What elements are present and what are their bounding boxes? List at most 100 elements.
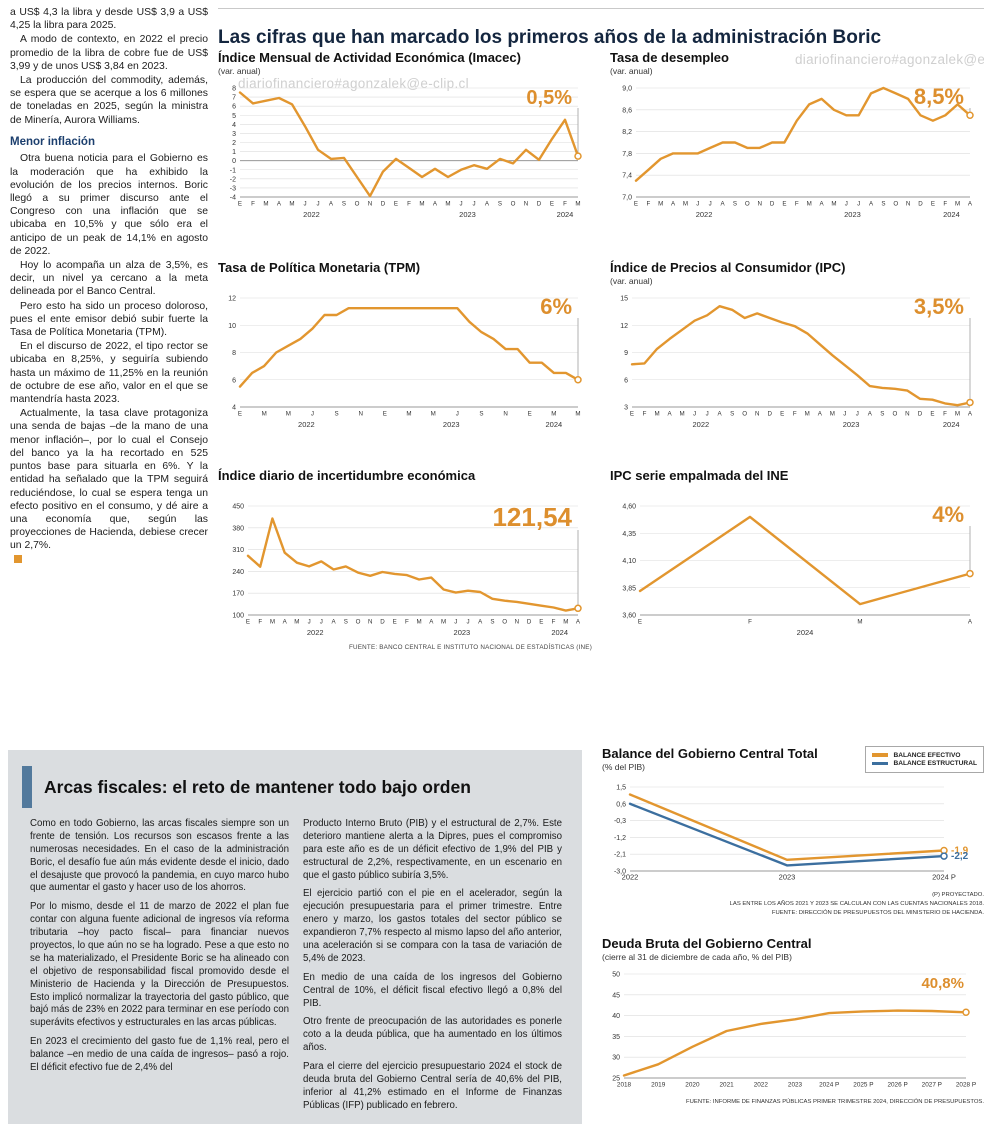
svg-text:J: J (709, 201, 712, 208)
svg-text:M: M (270, 619, 275, 626)
svg-text:J: J (845, 201, 848, 208)
svg-text:100: 100 (232, 613, 244, 620)
svg-text:F: F (552, 619, 556, 626)
svg-text:2024: 2024 (546, 420, 563, 429)
svg-text:M: M (955, 201, 960, 208)
svg-text:A: A (869, 201, 874, 208)
paragraph: En 2023 el crecimiento del gasto fue de … (30, 1036, 289, 1074)
chart-imacec: Índice Mensual de Actividad Económica (I… (218, 50, 592, 223)
svg-text:A: A (478, 619, 483, 626)
legend-swatch-blue (872, 761, 889, 766)
chart-plot: 9,0 8,6 8,2 7,8 7,4 7,0 E F M A M J J A S O N D E F M A M J J A S O… (610, 78, 984, 223)
article-left-column: a US$ 4,3 la libra y desde US$ 3,9 a US$… (10, 6, 208, 567)
fiscal-column-2: Producto Interno Bruto (PIB) y el estruc… (303, 818, 562, 1119)
svg-text:9,0: 9,0 (622, 86, 632, 93)
svg-text:3: 3 (624, 405, 628, 412)
svg-text:F: F (258, 619, 262, 626)
svg-text:O: O (745, 201, 750, 208)
svg-text:N: N (757, 201, 761, 208)
chart-subtitle (218, 484, 592, 494)
svg-text:2022: 2022 (622, 872, 639, 881)
paragraph: Actualmente, la tasa clave protagoniza u… (10, 408, 208, 552)
chart-title: Deuda Bruta del Gobierno Central (602, 936, 812, 951)
svg-text:2022: 2022 (693, 420, 710, 429)
svg-text:2023: 2023 (459, 210, 476, 219)
paragraph: a US$ 4,3 la libra y desde US$ 3,9 a US$… (10, 7, 208, 32)
article-end-marker-icon (14, 554, 22, 563)
chart-title: IPC serie empalmada del INE (610, 468, 789, 483)
svg-text:380: 380 (232, 525, 244, 532)
svg-text:E: E (238, 201, 242, 208)
svg-text:A: A (277, 201, 282, 208)
svg-text:2024 P: 2024 P (819, 1082, 839, 1089)
svg-text:D: D (527, 619, 532, 626)
svg-text:E: E (238, 411, 242, 418)
svg-text:S: S (342, 201, 346, 208)
svg-text:3,5%: 3,5% (914, 294, 964, 319)
svg-text:8,2: 8,2 (622, 129, 632, 136)
paragraph: A modo de contexto, en 2022 el precio pr… (10, 34, 208, 72)
chart-plot: 12 10 8 6 4 E M M J S N E M M J S N E M M 2022 2023 2024 6% (218, 288, 592, 433)
paragraph: LAS ENTRE LOS AÑOS 2021 Y 2023 SE CALCUL… (729, 900, 984, 907)
svg-text:S: S (479, 411, 483, 418)
svg-text:0,6: 0,6 (616, 801, 626, 808)
svg-text:D: D (381, 201, 386, 208)
svg-text:M: M (807, 201, 812, 208)
svg-text:M: M (289, 201, 294, 208)
svg-text:2019: 2019 (651, 1082, 666, 1089)
svg-text:M: M (831, 201, 836, 208)
svg-text:A: A (819, 201, 824, 208)
paragraph: En medio de una caída de los ingresos de… (303, 971, 562, 1009)
svg-text:4: 4 (232, 122, 236, 129)
fiscal-column-1: Como en todo Gobierno, las arcas fiscale… (30, 818, 289, 1119)
fiscal-article-box: Arcas fiscales: el reto de mantener todo… (8, 750, 582, 1124)
paragraph: En el discurso de 2022, el tipo rector s… (10, 341, 208, 406)
svg-text:-1: -1 (230, 167, 236, 174)
svg-text:F: F (943, 411, 947, 418)
svg-text:F: F (407, 201, 411, 208)
svg-text:12: 12 (620, 323, 628, 330)
svg-text:N: N (515, 619, 519, 626)
fiscal-article-columns: Como en todo Gobierno, las arcas fiscale… (8, 812, 582, 1119)
svg-text:M: M (286, 411, 291, 418)
svg-text:2023: 2023 (443, 420, 460, 429)
svg-text:1,5: 1,5 (616, 784, 626, 791)
article-subhead: Menor inflación (10, 135, 95, 148)
svg-text:J: J (303, 201, 306, 208)
svg-text:7,8: 7,8 (622, 151, 632, 158)
svg-text:E: E (528, 411, 532, 418)
chart-incertidumbre: Índice diario de incertidumbre económica… (218, 468, 592, 651)
svg-text:6: 6 (624, 377, 628, 384)
svg-text:O: O (355, 201, 360, 208)
svg-text:J: J (311, 411, 314, 418)
svg-text:-0,3: -0,3 (614, 818, 626, 825)
paragraph: Producto Interno Bruto (PIB) y el estruc… (303, 818, 562, 881)
svg-text:2022: 2022 (303, 210, 320, 219)
svg-text:A: A (576, 619, 581, 626)
paragraph: El ejercicio partió con el pie en el ace… (303, 888, 562, 964)
svg-text:121,54: 121,54 (492, 502, 572, 532)
svg-text:O: O (511, 201, 516, 208)
svg-text:M: M (575, 411, 580, 418)
svg-text:8: 8 (232, 350, 236, 357)
legend-label: BALANCE ESTRUCTURAL (893, 760, 977, 767)
svg-text:E: E (930, 411, 934, 418)
svg-text:N: N (503, 411, 507, 418)
chart-subtitle (218, 276, 592, 286)
svg-text:O: O (892, 411, 897, 418)
svg-text:240: 240 (232, 569, 244, 576)
svg-text:J: J (706, 411, 709, 418)
svg-text:S: S (498, 201, 502, 208)
svg-text:E: E (782, 201, 786, 208)
paragraph: Como en todo Gobierno, las arcas fiscale… (30, 818, 289, 894)
svg-text:J: J (696, 201, 699, 208)
svg-text:M: M (658, 201, 663, 208)
chart-svg: 4,60 4,35 4,10 3,85 3,60E F M A 2024 4% (622, 502, 974, 637)
svg-text:J: J (856, 411, 859, 418)
legend-item-estructural: BALANCE ESTRUCTURAL (872, 760, 977, 767)
chart-plot: 1,5 0,6 -0,3 -1,2 -2,1 -3,0 2022 2023 2024 P -1,9… (602, 777, 984, 889)
chart-footnote: FUENTE: INFORME DE FINANZAS PÚBLICAS PRI… (686, 1099, 984, 1105)
paragraph: Pero esto ha sido un proceso doloroso, p… (10, 300, 208, 339)
